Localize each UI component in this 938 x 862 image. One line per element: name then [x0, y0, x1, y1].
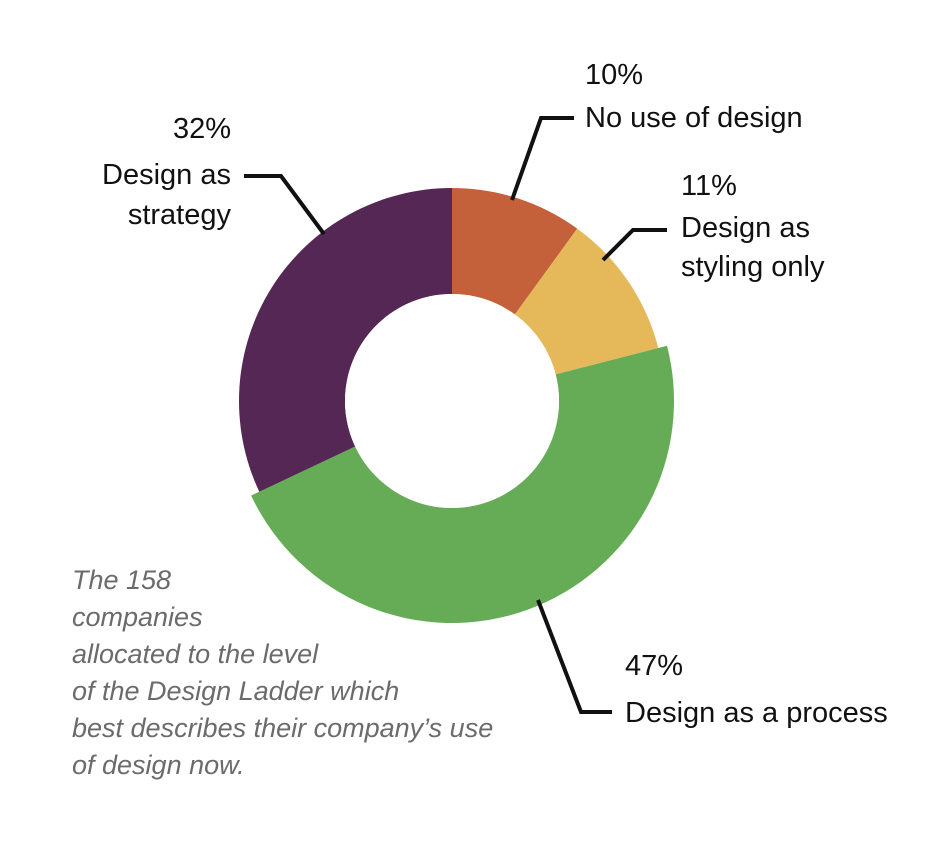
pct-label-1: 11%: [681, 170, 737, 202]
caption-line-4: best describes their company’s use: [72, 713, 494, 743]
slice-3: [238, 188, 452, 492]
slice-1: [514, 228, 659, 375]
donut-slices: [238, 188, 674, 623]
leader-line-1: [601, 228, 667, 262]
caption-line-0: The 158: [72, 565, 172, 595]
chart-caption: The 158 companies allocated to the level…: [72, 562, 532, 784]
donut-hole: [345, 294, 559, 508]
slice-name-0-line-0: No use of design: [585, 102, 803, 134]
slice-label-1: 11% Design as styling only: [601, 170, 825, 283]
leader-line-3: [244, 174, 326, 236]
slice-label-3: 32% Design as strategy: [102, 113, 326, 236]
pct-label-0: 10%: [585, 59, 643, 91]
slice-2: [251, 345, 674, 623]
slice-label-0: 10% No use of design: [510, 59, 803, 201]
pct-label-3: 32%: [173, 113, 231, 145]
slice-name-1-line-1: styling only: [681, 251, 825, 283]
slice-label-2: 47% Design as a process: [536, 599, 888, 729]
slice-name-2-line-0: Design as a process: [625, 697, 888, 729]
slice-name-3-line-1: strategy: [128, 199, 232, 231]
leader-line-2: [536, 599, 612, 714]
pct-label-2: 47%: [625, 650, 683, 682]
slice-0: [452, 188, 578, 315]
caption-line-5: of design now.: [72, 750, 245, 780]
caption-line-2: allocated to the level: [72, 639, 319, 669]
caption-line-3: of the Design Ladder which: [72, 676, 400, 706]
slice-name-1-line-0: Design as: [681, 212, 810, 244]
caption-line-1: companies: [72, 602, 203, 632]
leader-line-0: [510, 116, 574, 201]
slice-name-3-line-0: Design as: [102, 159, 231, 191]
